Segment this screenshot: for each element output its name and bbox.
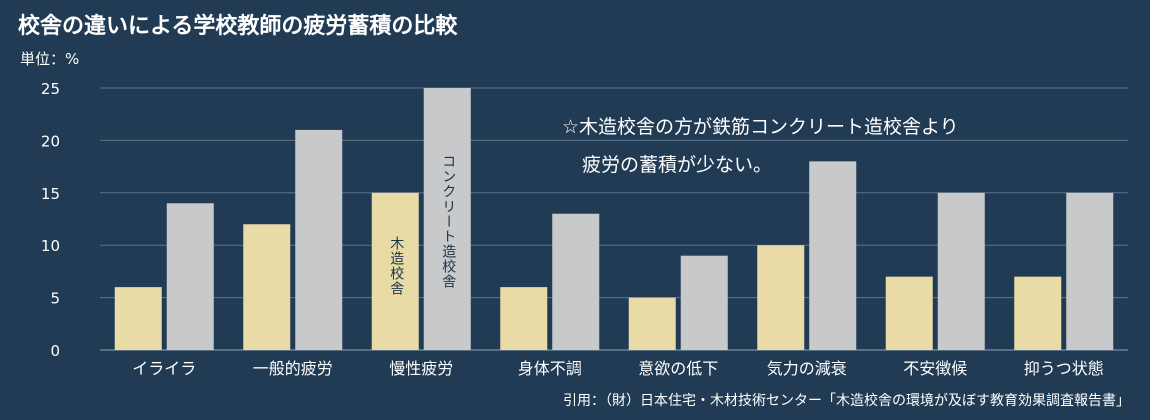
bar-wood (628, 297, 676, 350)
y-tick-label: 0 (50, 342, 60, 360)
y-tick-label: 10 (41, 237, 60, 255)
bar-concrete (937, 192, 985, 350)
bar-concrete (166, 203, 214, 350)
bar-wood (757, 245, 805, 350)
bar-wood (371, 192, 419, 350)
x-tick-label: 身体不調 (518, 359, 582, 378)
x-tick-label: 不安徴候 (903, 359, 967, 378)
y-tick-label: 5 (50, 290, 60, 308)
source-citation: 引用：（財）日本住宅・木材技術センター「木造校舎の環境が及ぼす教育効果調査報告書… (563, 393, 1130, 409)
bar-concrete (809, 161, 857, 350)
bar-wood (114, 287, 162, 350)
bar-concrete (680, 255, 728, 350)
bar-wood (500, 287, 548, 350)
chart-title: 校舎の違いによる学校教師の疲労蓄積の比較 (18, 14, 458, 39)
x-tick-label: 意欲の低下 (638, 359, 718, 378)
y-tick-label: 20 (41, 132, 60, 150)
bar-wood (1014, 276, 1062, 350)
bar-concrete (423, 88, 471, 350)
bar-wood (243, 224, 291, 350)
x-tick-label: 慢性疲労 (389, 359, 453, 378)
note-line-1: ☆木造校舎の方が鉄筋コンクリート造校舎より (562, 116, 959, 138)
note-line-2: 疲労の蓄積が少ない。 (582, 154, 773, 176)
y-tick-label: 15 (41, 185, 60, 203)
bar-concrete (295, 129, 343, 350)
x-tick-label: 一般的疲労 (253, 359, 333, 378)
unit-label: 単位：% (20, 50, 80, 68)
y-tick-label: 25 (41, 80, 60, 98)
x-tick-label: イライラ (132, 359, 196, 378)
bar-wood (885, 276, 933, 350)
x-tick-label: 気力の減衰 (767, 359, 847, 378)
bar-concrete (552, 213, 600, 350)
series-label-concrete: コンクリート造校舎 (440, 154, 457, 289)
series-label-wood: 木造校舎 (388, 236, 405, 296)
bar-concrete (1066, 192, 1114, 350)
x-tick-label: 抑うつ状態 (1024, 359, 1104, 378)
